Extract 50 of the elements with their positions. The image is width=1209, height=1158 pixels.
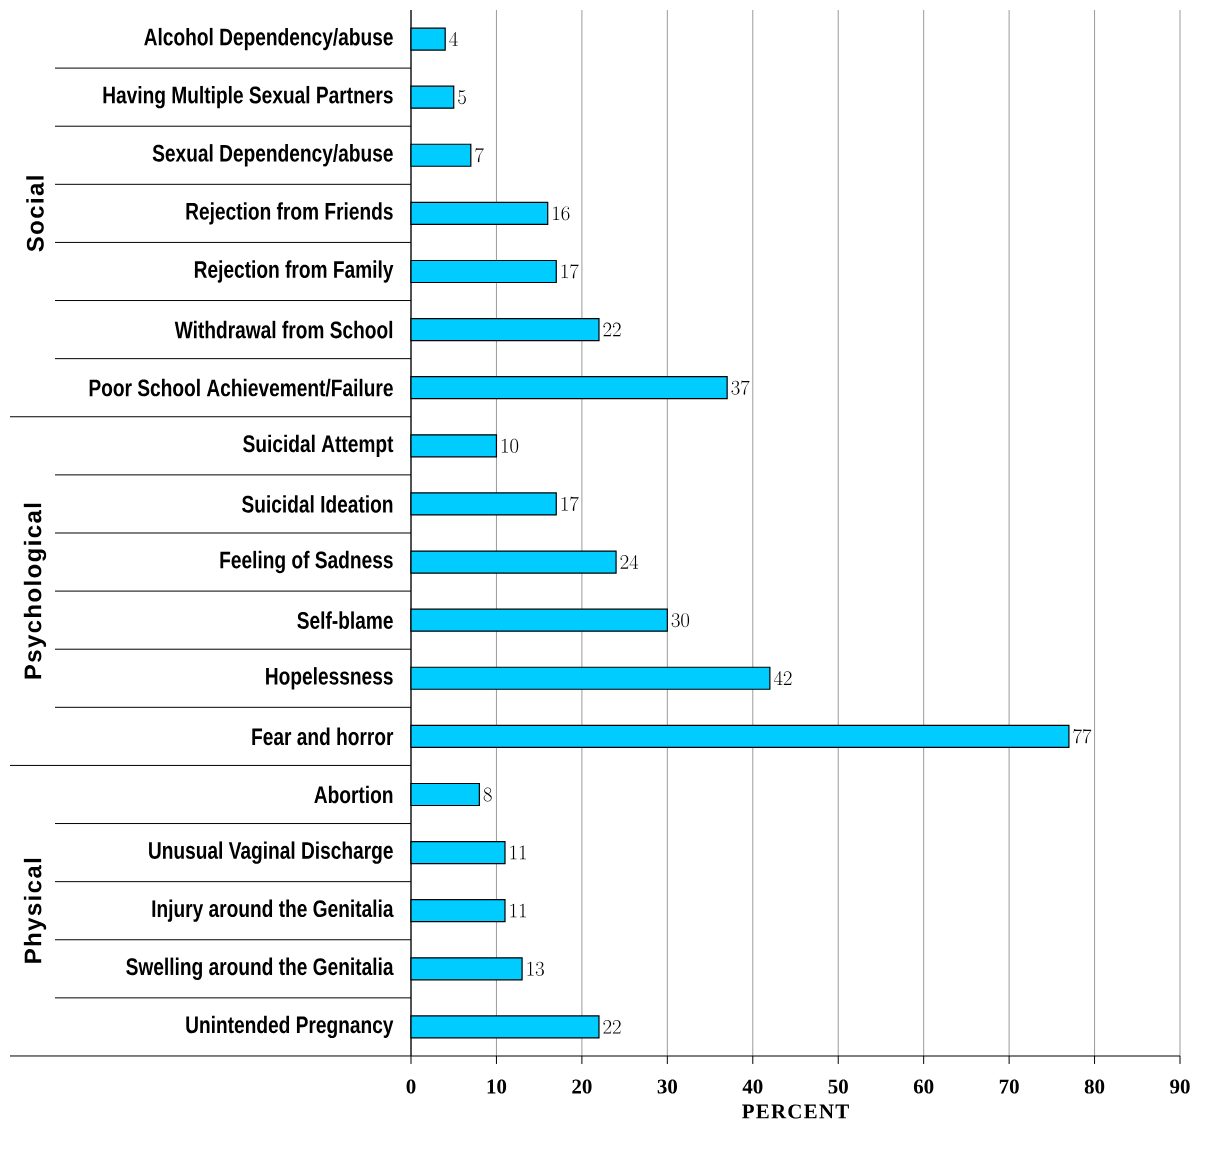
y-tick-label: Rejection from Family [194, 260, 394, 283]
data-label: 22 [603, 322, 621, 337]
y-tick-label: Swelling around the Genitalia [126, 957, 394, 981]
data-label: 22 [603, 1019, 621, 1034]
data-label: 24 [620, 554, 639, 569]
y-tick-label: Self-blame [297, 611, 393, 629]
x-tick-label: 10 [487, 1079, 507, 1094]
data-label: 13 [527, 961, 544, 976]
data-label: 8 [483, 787, 492, 802]
data-label: 11 [510, 845, 526, 860]
x-tick-label: 30 [657, 1079, 678, 1094]
data-label: 11 [510, 903, 526, 918]
data-label: 10 [501, 438, 519, 453]
y-tick-label: Unusual Vaginal Discharge [149, 841, 393, 864]
data-label: 30 [671, 613, 690, 628]
y-tick-label: Suicidal Attempt [243, 434, 394, 457]
data-label: 7 [475, 147, 484, 163]
x-tick-label: 40 [742, 1079, 763, 1094]
text: Social [26, 176, 44, 252]
data-label: 42 [773, 671, 792, 685]
y-tick-label: Injury around the Genitalia [152, 899, 394, 922]
x-axis-title: PERCENT [742, 1104, 849, 1119]
x-tick-label: 90 [1170, 1079, 1190, 1094]
data-label: 5 [458, 90, 466, 105]
y-tick-label: Abortion [314, 785, 393, 804]
text: Psychological [23, 503, 47, 679]
y-tick-label: Suicidal Ideation [242, 495, 393, 513]
y-tick-label: Sexual Dependency/abuse [152, 144, 393, 167]
x-tick-label: 60 [913, 1079, 934, 1094]
y-tick-label: Alcohol Dependency/abuse [144, 27, 393, 51]
y-tick-label: Rejection from Friends [186, 202, 393, 225]
data-label: 17 [561, 264, 579, 279]
data-label: 77 [1073, 729, 1092, 744]
data-label: 16 [553, 206, 570, 221]
x-tick-label: 80 [1084, 1079, 1105, 1094]
y-tick-label: Poor School Achievement/Failure [89, 378, 393, 397]
x-tick-label: 70 [999, 1079, 1019, 1094]
y-tick-label: Having Multiple Sexual Partners [103, 85, 393, 109]
x-tick-label: 20 [572, 1079, 592, 1094]
y-tick-label: Feeling of Sadness [220, 550, 393, 574]
x-tick-label: 50 [828, 1079, 848, 1094]
y-tick-label: Hopelessness [266, 667, 393, 690]
data-label: 17 [561, 496, 579, 511]
y-tick-label: Fear and horror [252, 727, 394, 746]
text: Physical [23, 858, 47, 963]
x-tick-label: 0 [406, 1079, 416, 1094]
data-label: 4 [449, 31, 458, 46]
y-tick-label: Unintended Pregnancy [186, 1015, 394, 1039]
data-label: 37 [731, 380, 750, 395]
y-tick-label: Withdrawal from School [174, 320, 393, 339]
